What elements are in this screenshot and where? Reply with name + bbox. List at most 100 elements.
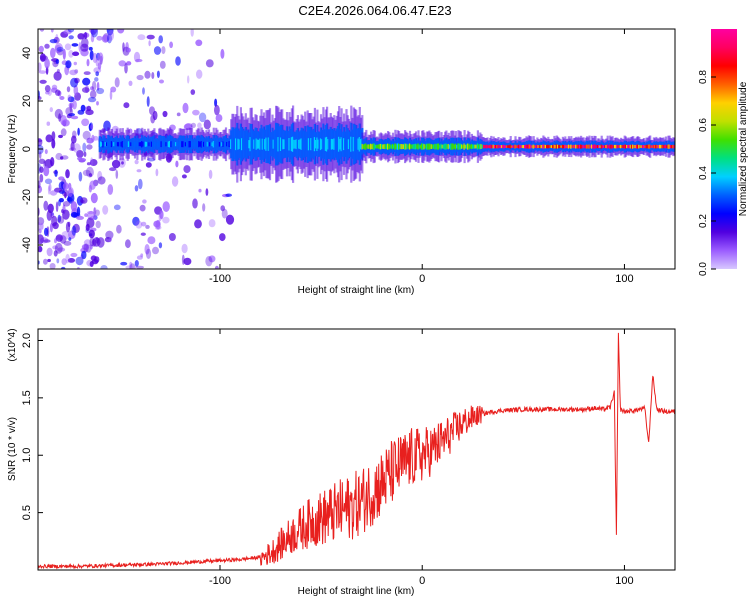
- band-core: [282, 139, 285, 150]
- band-core: [623, 144, 626, 149]
- band-core: [465, 144, 469, 149]
- spectrogram-panel: -100 0 100 -40 -20 0 20 40 Height of straight …: [7, 28, 676, 296]
- band-core: [423, 143, 426, 150]
- band-core: [221, 142, 224, 147]
- band-core: [395, 144, 398, 149]
- noise-blob: [43, 166, 50, 177]
- band-core: [235, 138, 238, 151]
- noise-blob: [194, 219, 202, 229]
- noise-blob: [111, 159, 121, 169]
- snr-xlabel: Height of straight line (km): [298, 586, 415, 597]
- band-core: [603, 145, 606, 148]
- noise-blob: [97, 52, 104, 63]
- band-core: [349, 139, 352, 149]
- y-tick-label: 1.0: [21, 448, 33, 463]
- x-tick-label: -100: [209, 575, 231, 587]
- band-core: [584, 144, 587, 149]
- band-core: [617, 145, 620, 149]
- band-core: [549, 145, 552, 148]
- band-core: [379, 143, 382, 150]
- noise-blob: [55, 201, 59, 212]
- band-core: [211, 142, 214, 147]
- band-core: [646, 144, 649, 149]
- band-core: [458, 143, 461, 150]
- noise-blob: [63, 240, 72, 246]
- band-core: [238, 139, 241, 149]
- band-core: [446, 144, 449, 149]
- band-core: [527, 144, 530, 149]
- band-core: [330, 138, 333, 150]
- band-core: [468, 143, 471, 150]
- band-core: [554, 145, 557, 149]
- band-core: [346, 138, 349, 150]
- x-tick-label: 0: [419, 575, 425, 587]
- noise-blob: [90, 86, 94, 91]
- band-core: [345, 137, 348, 151]
- noise-blob: [108, 30, 114, 41]
- band-core: [513, 145, 516, 148]
- band-core: [412, 144, 415, 150]
- band-core: [624, 144, 627, 149]
- band-core: [243, 139, 246, 149]
- band-core: [119, 141, 122, 148]
- band-core: [264, 139, 267, 150]
- noise-blob: [154, 225, 162, 230]
- band-core: [300, 138, 303, 150]
- band-core: [618, 145, 621, 148]
- band-core: [606, 144, 609, 149]
- noise-blob: [44, 149, 48, 155]
- band-core: [187, 142, 190, 147]
- noise-blob: [50, 29, 54, 33]
- noise-blob: [64, 43, 72, 51]
- noise-blob: [159, 79, 164, 84]
- band-core: [491, 145, 494, 149]
- y-tick-label: 2.0: [21, 333, 33, 348]
- noise-blob: [203, 119, 211, 130]
- band-core: [564, 144, 567, 149]
- band-core: [228, 141, 231, 148]
- band-core: [444, 143, 447, 150]
- band-core: [154, 142, 157, 146]
- spectrogram-ylabel: Frequency (Hz): [7, 115, 18, 184]
- band-core: [164, 141, 167, 147]
- colorbar-tick-label: 0.8: [698, 70, 709, 84]
- band-core: [577, 144, 580, 149]
- band-core: [275, 136, 278, 152]
- noise-blob: [39, 166, 44, 173]
- band-core: [526, 144, 529, 149]
- noise-blob: [49, 223, 53, 233]
- noise-blob: [38, 228, 42, 234]
- band-core: [411, 144, 414, 149]
- band-core: [559, 145, 562, 149]
- noise-blob: [70, 211, 78, 218]
- noise-blob: [81, 87, 90, 93]
- band-core: [358, 137, 361, 152]
- noise-blob: [158, 242, 163, 249]
- noise-blob: [115, 169, 119, 179]
- band-core: [114, 141, 117, 147]
- band-core: [357, 138, 360, 150]
- noise-blob: [145, 162, 152, 168]
- band-core: [389, 144, 392, 149]
- noise-blob: [82, 169, 91, 177]
- noise-blob: [120, 261, 128, 266]
- noise-blob: [161, 46, 166, 55]
- band-core: [457, 143, 460, 150]
- band-core: [294, 140, 297, 149]
- noise-blob: [192, 198, 198, 209]
- band-core: [321, 139, 324, 150]
- band-core: [199, 141, 202, 147]
- band-core: [474, 144, 477, 149]
- y-tick-label: 40: [21, 47, 33, 59]
- band-core: [133, 141, 137, 147]
- band-core: [335, 138, 338, 150]
- band-core: [525, 144, 528, 149]
- band-core: [469, 144, 472, 149]
- noise-blob: [55, 59, 60, 64]
- noise-blob: [89, 90, 97, 99]
- band-core: [319, 138, 323, 151]
- band-core: [430, 144, 433, 149]
- noise-blob: [86, 144, 93, 150]
- band-core: [210, 141, 213, 147]
- band-core: [402, 144, 405, 149]
